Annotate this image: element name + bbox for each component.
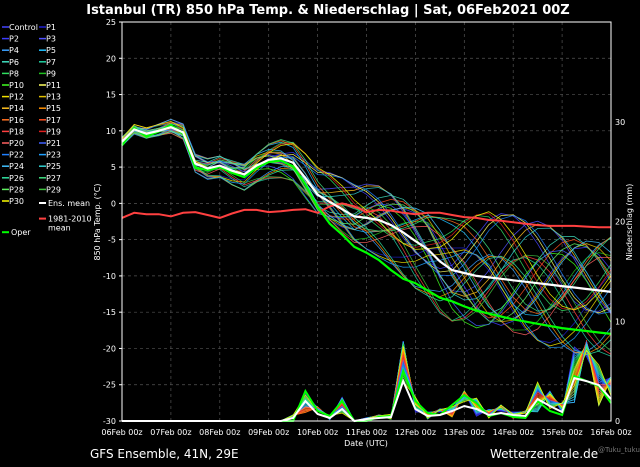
x-tick-label: 09Feb 00z (248, 428, 289, 437)
member-temp-line (121, 128, 612, 336)
member-temp-line (121, 122, 612, 313)
legend-entry: P8 (9, 69, 19, 78)
x-tick-label: 15Feb 00z (541, 428, 582, 437)
x-tick-label: 06Feb 00z (101, 428, 142, 437)
legend-entry: P11 (46, 81, 61, 90)
legend-entry: P4 (9, 46, 19, 55)
member-temp-line (121, 128, 612, 327)
y-axis-label: 850 hPa Temp. (°C) (93, 183, 102, 260)
member-temp-line (121, 123, 612, 312)
y-tick-label: -20 (103, 344, 116, 353)
legend-entry: P30 (9, 197, 24, 206)
legend-entry: P28 (9, 185, 24, 194)
x-tick-label: 10Feb 00z (297, 428, 338, 437)
y-axis-right: 0 10 20 30 (615, 118, 625, 426)
footer-site: Wetterzentrale.de (490, 447, 598, 461)
member-temp-line (121, 125, 612, 354)
y2-tick-label: 10 (615, 317, 625, 326)
y-axis-left: -30 -25 -20 -15 -10 -5 0 5 10 15 20 25 (103, 18, 122, 426)
x-tick-label: 07Feb 00z (150, 428, 191, 437)
y2-tick-label: 30 (615, 118, 625, 127)
legend-entry: P24 (9, 162, 24, 171)
legend-entry: P6 (9, 58, 19, 67)
oper-temp-line (121, 123, 612, 335)
legend-entry: P12 (9, 93, 24, 102)
member-temp-line (121, 129, 612, 331)
y-tick-label: -30 (103, 417, 116, 426)
legend-entry: P13 (46, 93, 61, 102)
legend-entry: P18 (9, 127, 24, 136)
y-tick-label: 20 (106, 54, 116, 63)
legend-entry: Oper (11, 228, 31, 237)
legend-entry: P20 (9, 139, 24, 148)
legend-entry: P27 (46, 174, 61, 183)
y2-tick-label: 0 (615, 417, 620, 426)
legend-entry: P9 (46, 69, 56, 78)
member-temp-line (121, 120, 612, 311)
plot-frame (121, 21, 612, 422)
climate-mean-line (121, 202, 611, 229)
legend-entry: P29 (46, 185, 61, 194)
footer-model-location: GFS Ensemble, 41N, 29E (90, 447, 239, 461)
legend-entry: P10 (9, 81, 24, 90)
legend-entry: P15 (46, 104, 61, 113)
legend-entry: P26 (9, 174, 24, 183)
x-tick-label: 14Feb 00z (493, 428, 534, 437)
legend-entry: P5 (46, 46, 56, 55)
legend: Control P1 P2 P3 P4 P5 P6 P7 P8 P9 P10 P11 P12 P13 P14… (2, 23, 92, 237)
legend-entry: P22 (9, 151, 24, 160)
legend-entry: Ens. mean (48, 199, 90, 208)
legend-entry: P2 (9, 35, 19, 44)
member-temp-line (121, 125, 612, 352)
member-temp-line (121, 125, 612, 348)
member-temp-line (121, 125, 612, 356)
x-axis: 06Feb 00z 07Feb 00z 08Feb 00z 09Feb 00z 10Fe… (101, 428, 631, 437)
legend-entry: P16 (9, 116, 24, 125)
legend-entry: P17 (46, 116, 61, 125)
x-tick-label: 16Feb 00z (590, 428, 631, 437)
legend-entry: P3 (46, 35, 56, 44)
y-tick-label: 25 (106, 18, 116, 27)
y-tick-label: -10 (103, 272, 116, 281)
x-tick-label: 11Feb 00z (346, 428, 387, 437)
legend-entry: P21 (46, 139, 61, 148)
x-tick-label: 12Feb 00z (395, 428, 436, 437)
y-tick-label: 5 (111, 163, 116, 172)
x-tick-label: 08Feb 00z (199, 428, 240, 437)
x-axis-label: Date (UTC) (344, 439, 388, 448)
chart-title: Istanbul (TR) 850 hPa Temp. & Niederschl… (86, 3, 570, 18)
ens-mean-temp-line (121, 126, 612, 293)
legend-entry: P23 (46, 151, 61, 160)
credit-handle: @Tuku_tuku (598, 446, 640, 454)
legend-entry: P14 (9, 104, 24, 113)
y-tick-label: 0 (111, 199, 116, 208)
legend-entry: P7 (46, 58, 56, 67)
x-tick-label: 13Feb 00z (444, 428, 485, 437)
legend-entry: P25 (46, 162, 61, 171)
legend-entry: 1981-2010 (48, 215, 92, 224)
y-tick-label: -15 (103, 308, 116, 317)
legend-entry: P1 (46, 23, 56, 32)
y2-axis-label: Niederschlag (mm) (625, 184, 634, 261)
y-tick-label: 10 (106, 127, 116, 136)
legend-entry: Control (9, 23, 38, 32)
y2-tick-label: 20 (615, 218, 625, 227)
legend-entry: P19 (46, 127, 61, 136)
legend-entry-cont: mean (48, 224, 71, 233)
y-tick-label: 15 (106, 91, 116, 100)
y-tick-label: -5 (108, 236, 116, 245)
y-tick-label: -25 (103, 381, 116, 390)
